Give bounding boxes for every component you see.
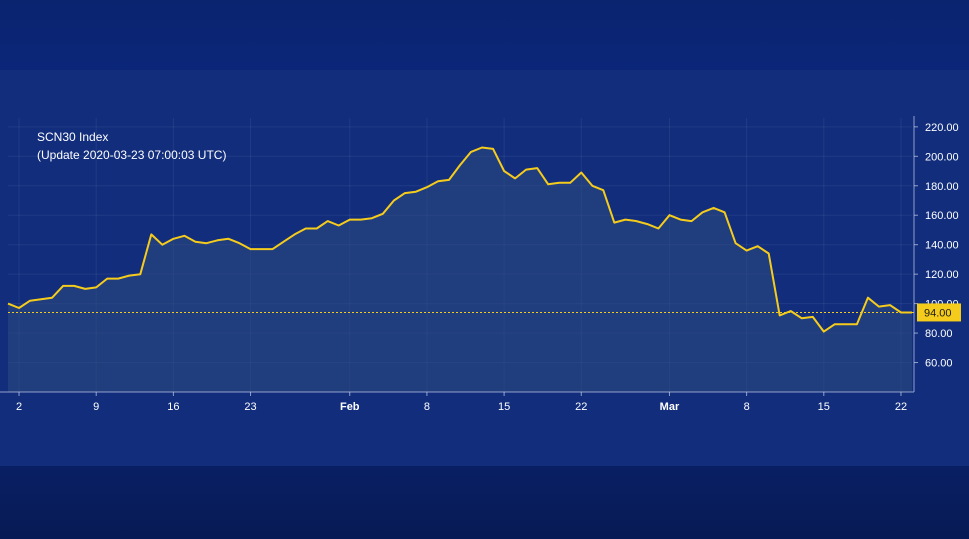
y-tick-label: 80.00 xyxy=(925,328,953,340)
x-tick-label: Mar xyxy=(660,401,680,413)
price-chart: 60.0080.00100.00120.00140.00160.00180.00… xyxy=(0,116,961,413)
price-area-fill xyxy=(8,147,912,392)
price-line xyxy=(7,146,912,333)
y-tick-label: 200.00 xyxy=(925,151,959,163)
x-tick-label: Feb xyxy=(340,401,360,413)
x-tick-label: 2 xyxy=(16,401,22,413)
y-axis-ticks: 60.0080.00100.00120.00140.00160.00180.00… xyxy=(914,122,959,370)
chart-subtitle: (Update 2020-03-23 07:00:03 UTC) xyxy=(37,148,227,162)
x-tick-label: 15 xyxy=(818,401,830,413)
x-tick-label: 8 xyxy=(424,401,430,413)
y-tick-label: 120.00 xyxy=(925,269,959,281)
chart-title: SCN30 Index xyxy=(37,130,109,144)
y-tick-label: 180.00 xyxy=(925,181,959,193)
x-tick-label: 16 xyxy=(167,401,179,413)
axes xyxy=(0,116,915,393)
x-tick-label: 22 xyxy=(575,401,587,413)
current-value-badge: 94.00 xyxy=(917,303,961,322)
y-tick-label: 140.00 xyxy=(925,240,959,252)
x-tick-label: 23 xyxy=(244,401,256,413)
x-tick-label: 22 xyxy=(895,401,907,413)
current-value-badge-box xyxy=(917,303,961,322)
current-value-label: 94.00 xyxy=(924,307,952,319)
y-tick-label: 160.00 xyxy=(925,210,959,222)
x-tick-label: 9 xyxy=(93,401,99,413)
x-tick-label: 15 xyxy=(498,401,510,413)
chart-panel: 60.0080.00100.00120.00140.00160.00180.00… xyxy=(0,70,969,466)
x-axis-ticks: 2 9 16 23 Feb 8 15 22 Mar 8 15 22 xyxy=(16,392,907,413)
y-tick-label: 60.00 xyxy=(925,358,953,370)
x-tick-label: 8 xyxy=(744,401,750,413)
y-tick-label: 220.00 xyxy=(925,122,959,134)
price-series xyxy=(7,146,912,333)
